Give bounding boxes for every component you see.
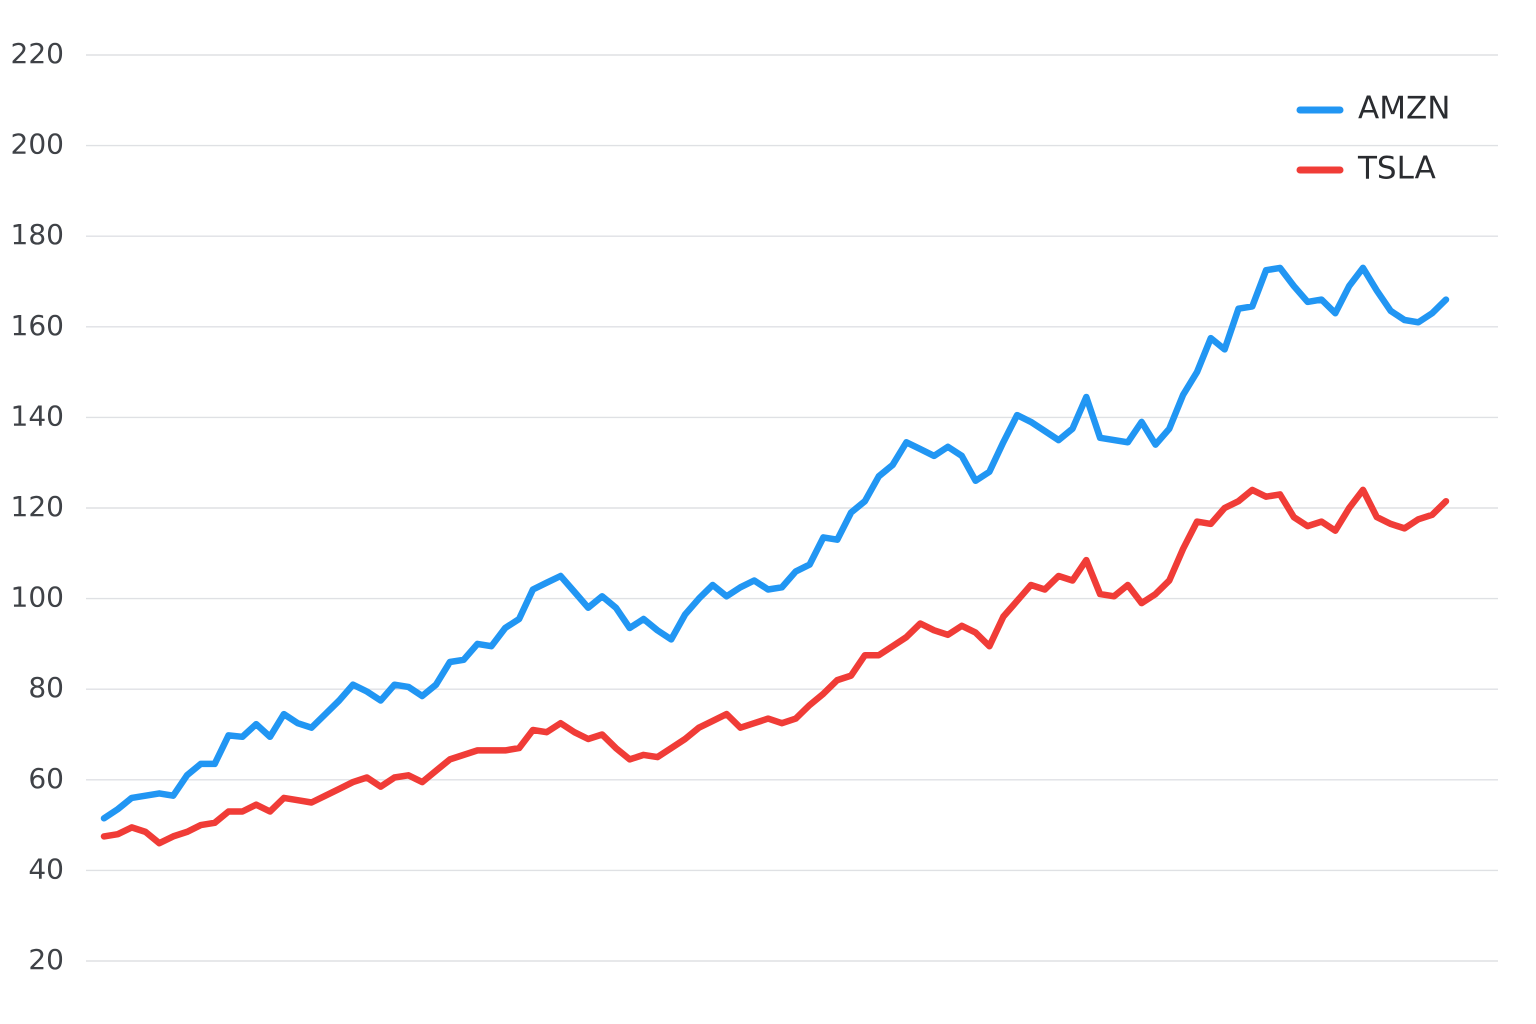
y-tick-label: 200 bbox=[11, 128, 64, 161]
y-tick-label: 120 bbox=[11, 490, 64, 523]
series-lines bbox=[100, 264, 1450, 847]
y-tick-label: 160 bbox=[11, 309, 64, 342]
gridlines bbox=[86, 54, 1498, 962]
y-tick-label: 40 bbox=[28, 852, 64, 885]
y-tick-label: 80 bbox=[28, 671, 64, 704]
legend-label-amzn: AMZN bbox=[1358, 91, 1450, 127]
legend: AMZN TSLA bbox=[1296, 91, 1450, 187]
y-tick-label: 20 bbox=[28, 943, 64, 976]
series-line-amzn bbox=[100, 264, 1450, 822]
series-line-tsla bbox=[100, 486, 1450, 847]
legend-label-tsla: TSLA bbox=[1357, 151, 1436, 187]
y-tick-label: 60 bbox=[28, 762, 64, 795]
y-tick-label: 220 bbox=[11, 37, 64, 70]
y-tick-label: 180 bbox=[11, 218, 64, 251]
y-tick-label: 100 bbox=[11, 581, 64, 614]
y-tick-label: 140 bbox=[11, 399, 64, 432]
y-axis-tick-labels: 20 40 60 80 100 120 140 160 180 200 220 bbox=[11, 37, 64, 976]
